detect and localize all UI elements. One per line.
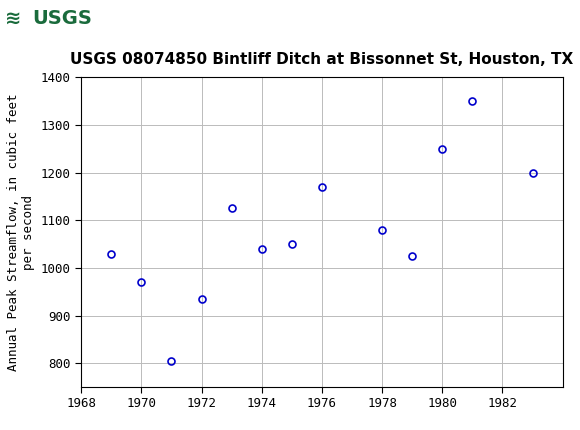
Text: ≋: ≋	[5, 9, 21, 28]
FancyBboxPatch shape	[3, 2, 93, 37]
Y-axis label: Annual Peak Streamflow, in cubic feet
per second: Annual Peak Streamflow, in cubic feet pe…	[7, 93, 35, 371]
Text: USGS: USGS	[32, 9, 92, 28]
Title: USGS 08074850 Bintliff Ditch at Bissonnet St, Houston, TX: USGS 08074850 Bintliff Ditch at Bissonne…	[70, 52, 574, 67]
